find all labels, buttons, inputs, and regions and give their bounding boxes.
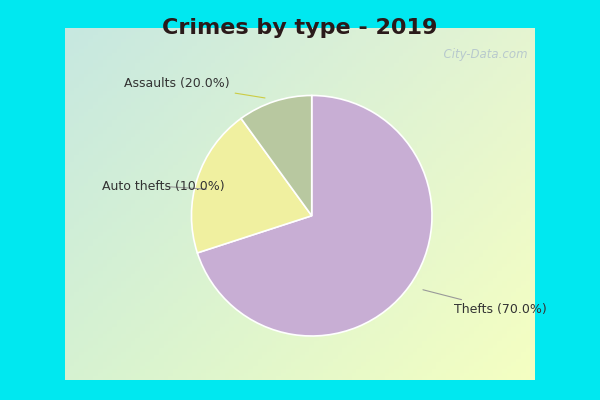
Text: Thefts (70.0%): Thefts (70.0%) xyxy=(423,290,547,316)
Wedge shape xyxy=(191,118,312,253)
Text: Auto thefts (10.0%): Auto thefts (10.0%) xyxy=(102,180,224,193)
Text: Assaults (20.0%): Assaults (20.0%) xyxy=(124,77,265,98)
Text: Crimes by type - 2019: Crimes by type - 2019 xyxy=(163,18,437,38)
Text: City-Data.com: City-Data.com xyxy=(436,48,528,61)
Wedge shape xyxy=(197,96,432,336)
Wedge shape xyxy=(241,96,312,216)
